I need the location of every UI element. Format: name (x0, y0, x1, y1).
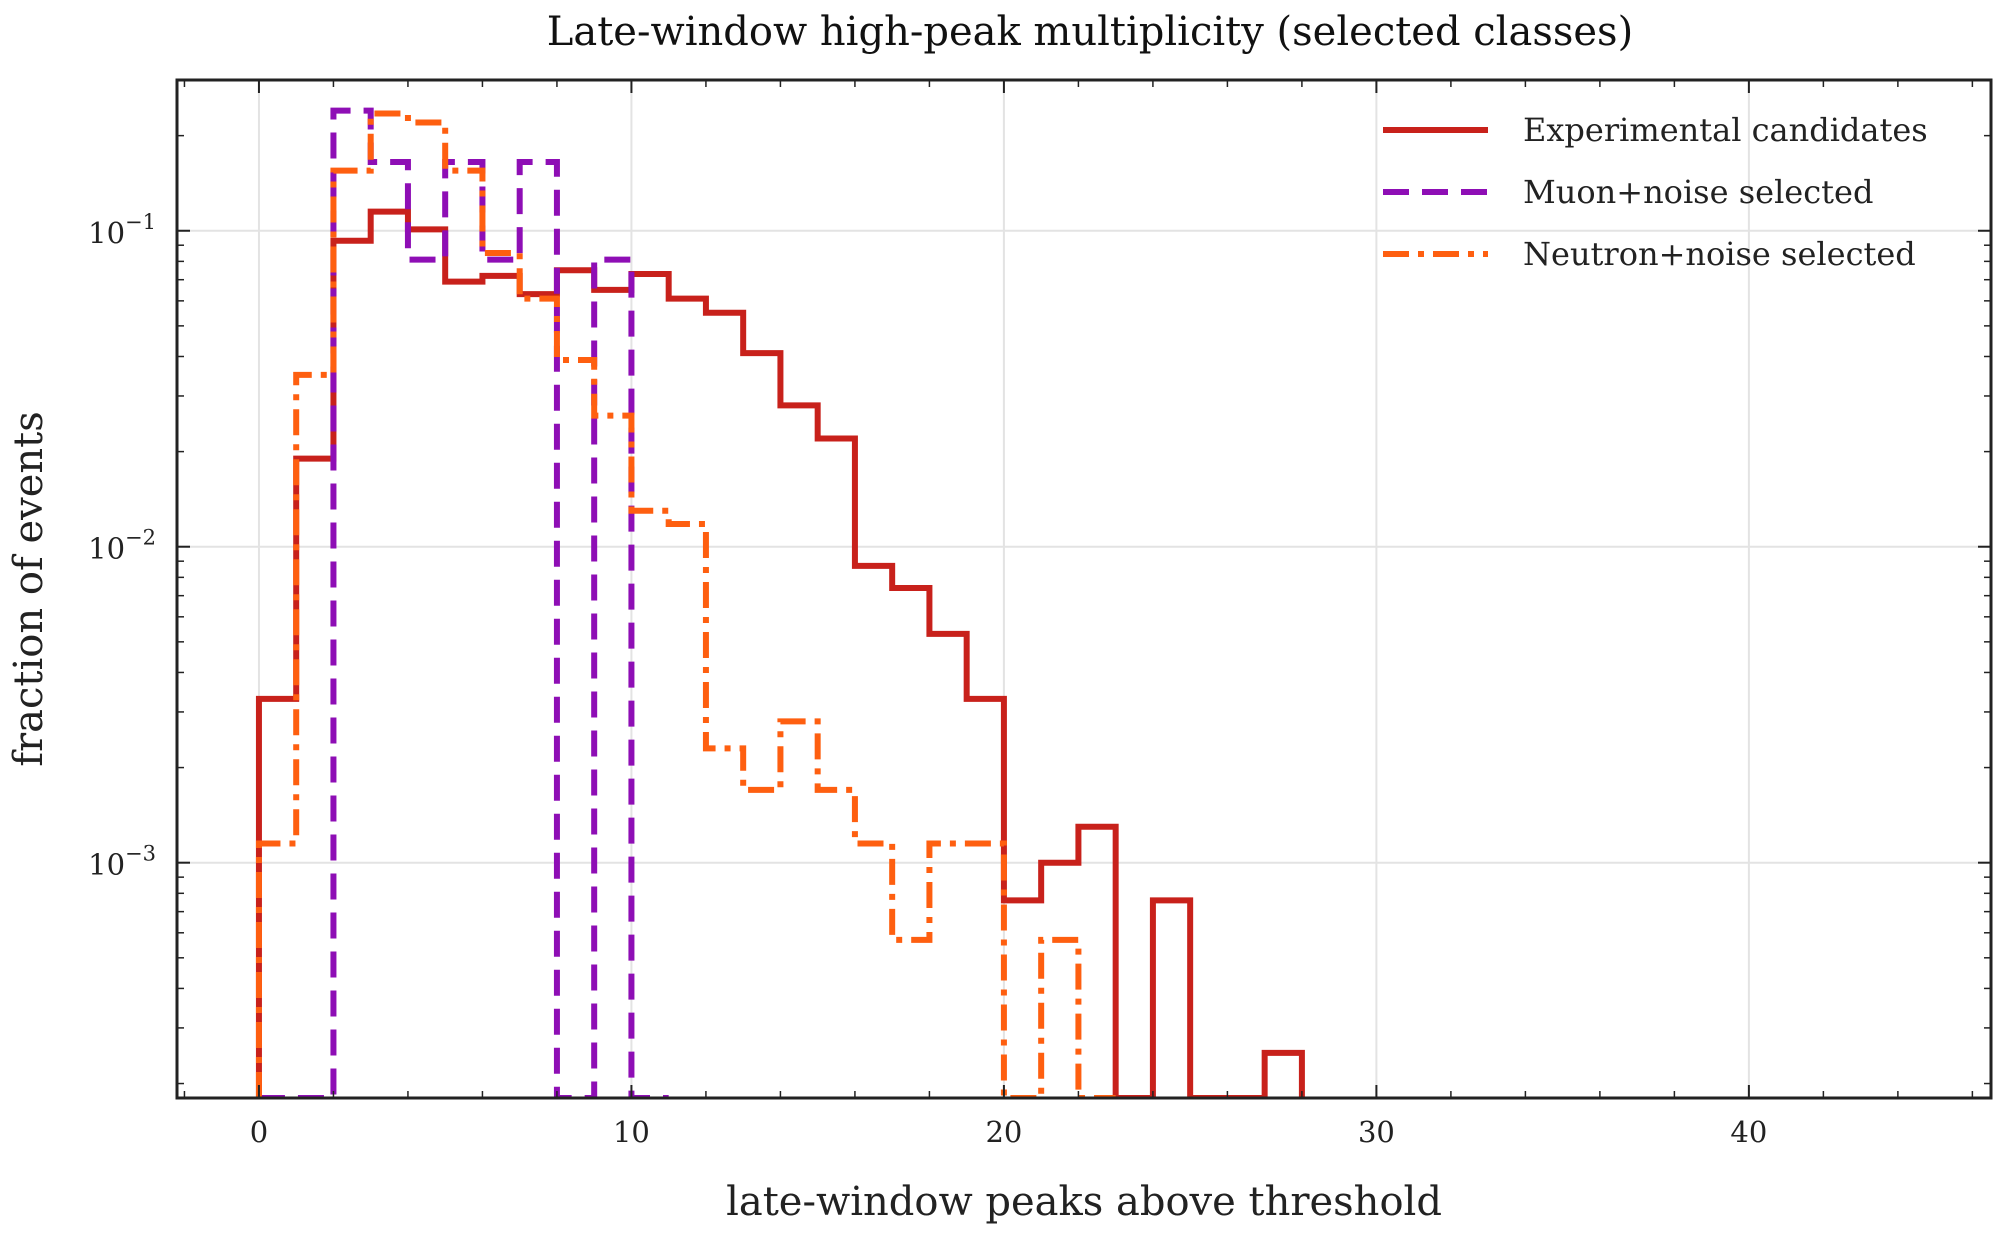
legend-label-1: Muon+noise selected (1523, 173, 1873, 211)
grid-lines (177, 80, 1991, 1098)
y-axis-label: fraction of events (6, 411, 52, 767)
legend-label-2: Neutron+noise selected (1523, 235, 1916, 273)
y-tick-label: 10−2 (88, 526, 156, 566)
chart-title: Late-window high-peak multiplicity (sele… (547, 9, 1633, 55)
x-tick-label: 0 (250, 1115, 268, 1149)
x-tick-label: 10 (613, 1115, 650, 1149)
plot-frame (175, 78, 1993, 1100)
x-tick-label: 40 (1730, 1115, 1767, 1149)
series-line-0 (255, 208, 1305, 1098)
series-layer (255, 107, 1305, 1098)
x-axis-label: late-window peaks above threshold (726, 1179, 1442, 1225)
y-tick-label: 10−1 (88, 210, 156, 250)
x-tick-label: 20 (985, 1115, 1022, 1149)
y-tick-label: 10−3 (88, 842, 156, 882)
legend-label-0: Experimental candidates (1523, 111, 1928, 149)
x-tick-label: 30 (1358, 1115, 1395, 1149)
series-line-2 (255, 110, 1116, 1098)
series-line-1 (258, 107, 669, 1098)
legend: Experimental candidates Muon+noise select… (1383, 111, 1928, 273)
